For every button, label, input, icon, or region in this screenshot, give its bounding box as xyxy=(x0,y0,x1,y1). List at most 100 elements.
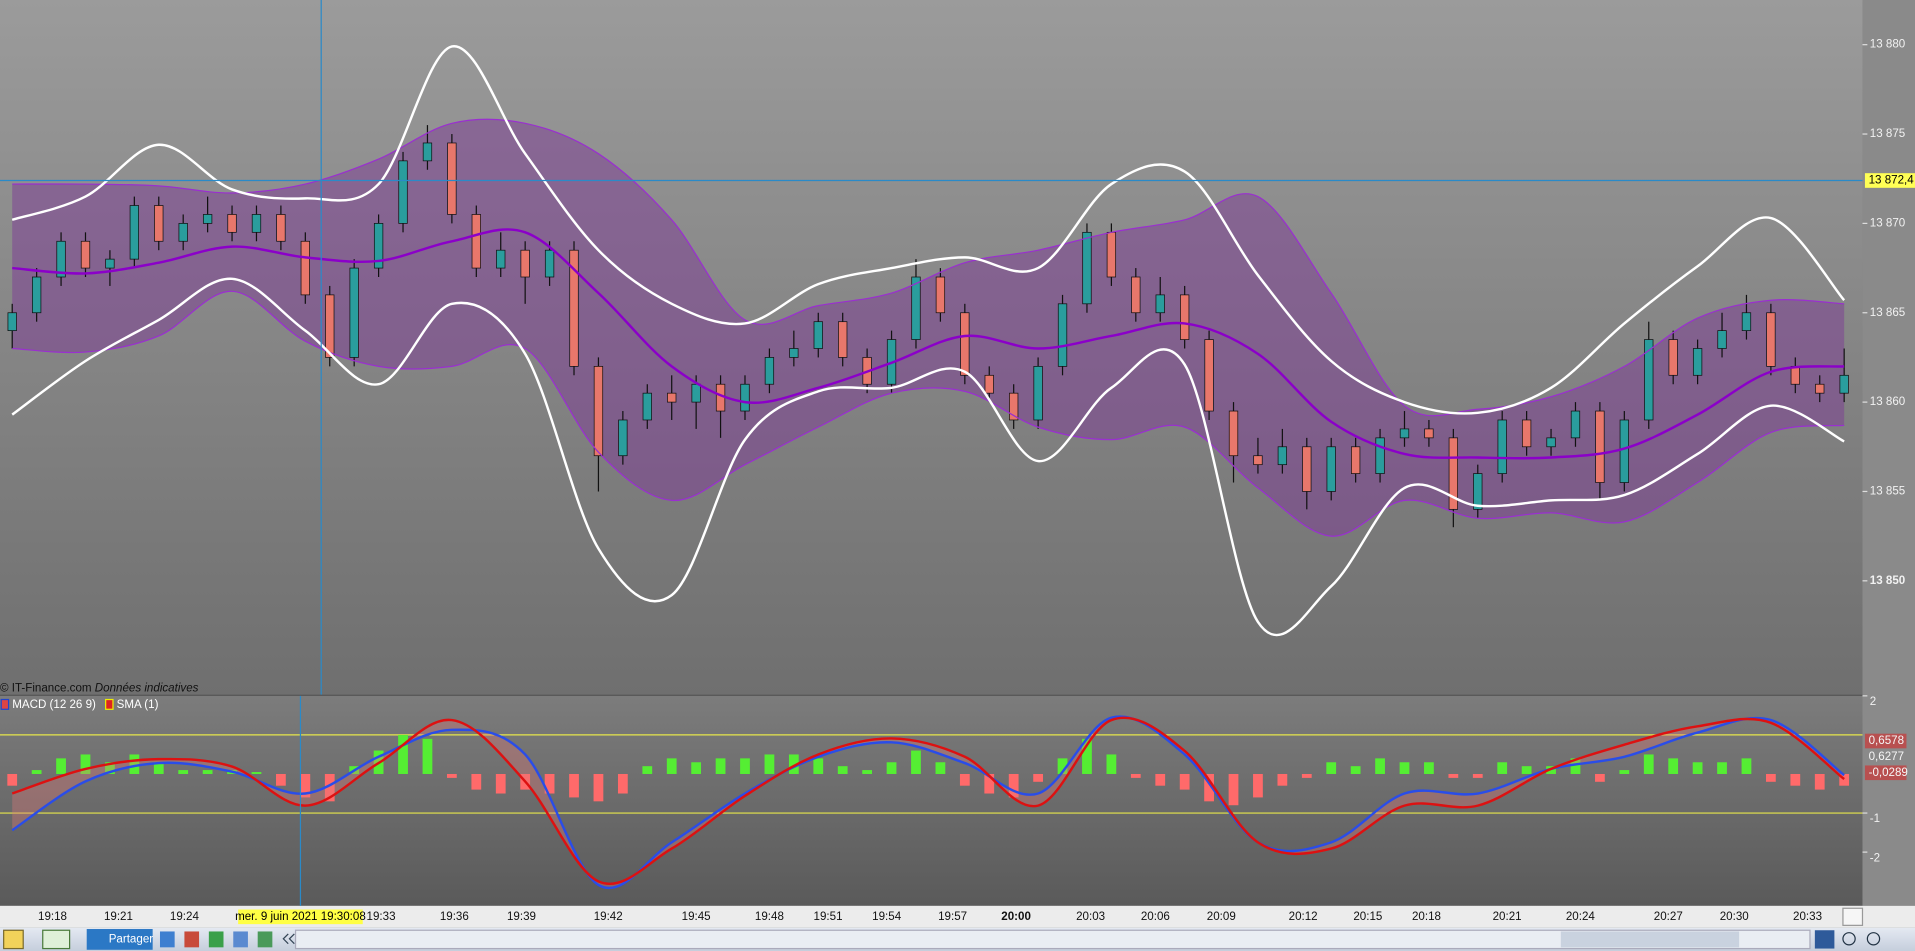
histogram-bar xyxy=(862,770,873,774)
legend-label: SMA (1) xyxy=(117,699,159,711)
histogram-bar xyxy=(593,773,604,802)
candle-body xyxy=(1424,428,1434,439)
x-tick-label: 19:39 xyxy=(507,911,536,923)
candle-body xyxy=(80,240,91,269)
candle-body xyxy=(373,223,384,269)
candle-body xyxy=(544,249,555,278)
histogram-bar xyxy=(1595,773,1605,782)
candle-body xyxy=(1228,410,1239,457)
candle-body xyxy=(227,214,237,233)
candle-body xyxy=(1155,294,1165,314)
candle-body xyxy=(740,383,750,412)
share-label: Partager xyxy=(109,933,154,945)
candle-body xyxy=(1351,446,1361,474)
scroll-right[interactable] xyxy=(1842,907,1864,926)
plot-area xyxy=(0,44,1868,890)
draw-tool[interactable] xyxy=(3,929,24,950)
x-tick-label: 19:51 xyxy=(814,911,843,923)
zoom-tool[interactable] xyxy=(1814,930,1835,949)
candle-body xyxy=(1766,312,1776,367)
candle-body xyxy=(1570,410,1581,439)
band-fill xyxy=(12,119,1845,537)
source: © IT-Finance.com Données indicatives xyxy=(0,683,199,695)
histogram-bar xyxy=(251,772,262,774)
scroll-thumb[interactable] xyxy=(1560,931,1740,948)
x-tick-label: 20:24 xyxy=(1566,911,1596,923)
tool-icon[interactable] xyxy=(184,931,200,948)
zoom-in[interactable] xyxy=(1866,932,1881,946)
histogram-bar xyxy=(715,758,726,774)
candle-body xyxy=(911,276,921,340)
y-tick-label: 13 865 xyxy=(1870,307,1905,319)
tool-icon[interactable] xyxy=(233,931,248,948)
candle-body xyxy=(1131,276,1141,314)
x-tick-label: 20:09 xyxy=(1207,911,1236,923)
histogram-bar xyxy=(1717,762,1727,774)
x-tick-label: 20:18 xyxy=(1412,911,1441,923)
candle-body xyxy=(691,383,701,403)
histogram-bar xyxy=(1082,738,1092,774)
overlay-line xyxy=(12,228,1845,460)
last-value-box xyxy=(1864,765,1907,781)
source-note: Données indicatives xyxy=(95,683,199,695)
candle-body xyxy=(1277,446,1288,466)
histogram-bar xyxy=(276,773,286,786)
candle-body xyxy=(593,365,604,457)
last-value-box xyxy=(1864,749,1907,765)
candle-body xyxy=(1668,339,1678,376)
histogram-bar xyxy=(1253,773,1263,798)
collapse-button[interactable] xyxy=(282,933,295,945)
candle-body xyxy=(1106,231,1117,278)
histogram-bar xyxy=(666,758,677,774)
candle-body xyxy=(276,214,286,242)
histogram-bar xyxy=(1033,773,1043,782)
candle-body xyxy=(154,205,164,242)
x-tick-label: 20:33 xyxy=(1793,911,1822,923)
candle-body xyxy=(642,392,652,421)
histogram-bar xyxy=(324,773,335,802)
candle-body xyxy=(1497,419,1507,474)
histogram-bar xyxy=(617,773,628,794)
histogram-bar xyxy=(1057,758,1068,774)
x-tick-label: 19:42 xyxy=(594,911,623,923)
scrollbar[interactable] xyxy=(294,929,1811,950)
histogram-bar xyxy=(1228,773,1239,806)
overlay-labels: 13 850 13 855 13 860 13 865 13 870 13 875 13 8… xyxy=(0,39,1915,925)
histogram-bar xyxy=(935,762,946,774)
zoom-out[interactable] xyxy=(1842,932,1856,946)
macd-line xyxy=(11,716,1845,885)
candle-body xyxy=(471,214,481,269)
histogram-bar xyxy=(959,773,970,786)
histogram-bar xyxy=(1350,766,1361,774)
x-tick-label: 20:03 xyxy=(1076,911,1105,923)
histogram-bar xyxy=(1839,773,1850,786)
histogram-bar xyxy=(1277,773,1288,786)
candle-body xyxy=(1204,339,1214,412)
chart-style[interactable] xyxy=(42,929,71,950)
y-tick-label: 13 860 xyxy=(1870,396,1905,408)
tool-icon[interactable] xyxy=(257,931,273,948)
histogram-bar xyxy=(105,762,115,774)
candle-body xyxy=(1717,330,1727,349)
tool-icon[interactable] xyxy=(208,931,224,948)
y-tick-label: -2 xyxy=(1870,852,1880,864)
candle-body xyxy=(1741,312,1752,331)
candle-body xyxy=(618,419,628,457)
candle-body xyxy=(1619,419,1629,483)
candle-body xyxy=(1448,437,1458,510)
candle-body xyxy=(178,223,188,242)
macd-fill xyxy=(12,716,1845,888)
y-tick-label: -1 xyxy=(1870,813,1880,825)
histogram-bar xyxy=(1301,773,1312,778)
y-tick-label: 13 875 xyxy=(1870,128,1905,140)
candle-body xyxy=(1399,428,1410,439)
x-tick-label: 20:12 xyxy=(1289,911,1318,923)
tool-icon[interactable] xyxy=(159,931,175,948)
share-button[interactable] xyxy=(86,929,153,950)
candle-body xyxy=(1692,348,1703,376)
x-tick-label: 19:48 xyxy=(755,911,784,923)
source-text: © IT-Finance.com xyxy=(0,683,92,695)
x-tick-label: 19:57 xyxy=(938,911,967,923)
histogram-bar xyxy=(80,754,91,774)
